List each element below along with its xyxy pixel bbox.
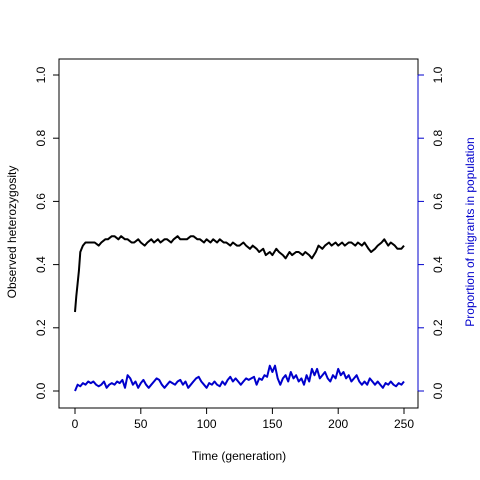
left-tick-label: 0.4 — [34, 256, 48, 273]
bottom-tick-label: 250 — [394, 417, 414, 431]
y-axis-label: Observed heterozygosity — [5, 166, 19, 299]
series-line-heterozygosity — [74, 235, 405, 313]
bottom-tick-label: 100 — [197, 417, 217, 431]
left-tick-label: 0.8 — [34, 130, 48, 147]
right-tick-label: 0.8 — [431, 130, 445, 147]
right-tick-label: 0.0 — [431, 382, 445, 399]
x-axis-label: Time (generation) — [192, 449, 286, 463]
y2-axis-label: Proportion of migrants in population — [463, 137, 477, 326]
right-y-axis: 0.0 0.2 0.4 0.6 0.8 1.0 — [417, 66, 445, 399]
bottom-tick-label: 150 — [262, 417, 282, 431]
left-tick-label: 0.0 — [34, 382, 48, 399]
series-line-migrants — [74, 364, 405, 392]
right-tick-label: 0.2 — [431, 319, 445, 336]
right-tick-label: 0.4 — [431, 256, 445, 273]
bottom-tick-label: 0 — [72, 417, 79, 431]
left-tick-label: 0.2 — [34, 319, 48, 336]
plot-frame — [58, 58, 419, 409]
right-tick-label: 0.6 — [431, 193, 445, 210]
bottom-tick-label: 50 — [134, 417, 148, 431]
left-tick-label: 0.6 — [34, 193, 48, 210]
x-axis: 0 50 100 150 200 250 — [72, 407, 414, 431]
bottom-tick-label: 200 — [328, 417, 348, 431]
left-y-axis: 0.0 0.2 0.4 0.6 0.8 1.0 — [34, 66, 60, 399]
right-tick-label: 1.0 — [431, 66, 445, 83]
left-tick-label: 1.0 — [34, 66, 48, 83]
